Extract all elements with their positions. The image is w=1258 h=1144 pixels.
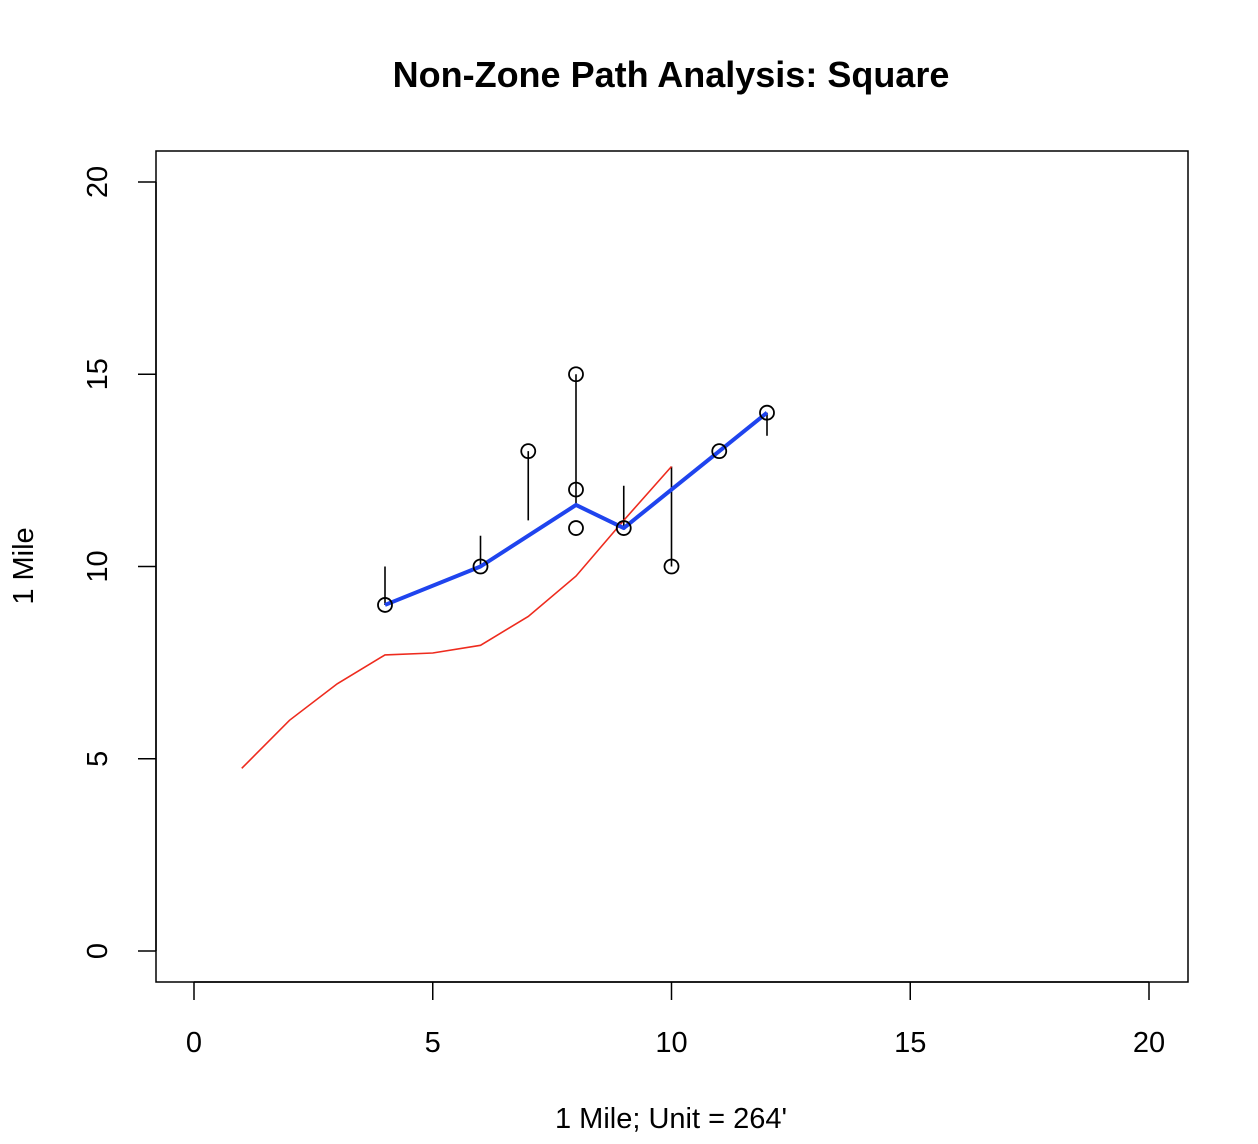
x-tick-label: 0 — [186, 1027, 202, 1059]
data-point — [711, 443, 728, 460]
data-point — [377, 597, 393, 613]
residual-segments — [384, 374, 768, 605]
y-tick-label: 0 — [82, 943, 114, 959]
chart-title: Non-Zone Path Analysis: Square — [393, 54, 950, 95]
x-tick-label: 20 — [1133, 1027, 1165, 1059]
data-point — [568, 366, 584, 383]
y-tick-label: 20 — [82, 166, 114, 198]
data-point — [568, 520, 584, 536]
x-axis: 0 5 10 15 20 — [186, 981, 1165, 1059]
data-point — [520, 443, 537, 460]
y-axis-label: 1 Mile — [8, 527, 40, 604]
series-lines — [241, 411, 769, 769]
y-tick-label: 5 — [82, 751, 114, 767]
data-points — [377, 366, 775, 613]
x-tick-label: 15 — [894, 1027, 926, 1059]
y-tick-label: 10 — [82, 550, 114, 582]
data-point — [568, 481, 584, 498]
data-point — [759, 404, 775, 421]
x-tick-label: 5 — [425, 1027, 441, 1059]
x-axis-label: 1 Mile; Unit = 264' — [555, 1103, 787, 1135]
y-axis: 0 5 10 15 20 — [82, 166, 157, 959]
x-tick-label: 10 — [655, 1027, 687, 1059]
series-line-fitted-path — [384, 411, 769, 607]
y-tick-label: 15 — [82, 358, 114, 390]
data-point — [663, 558, 680, 575]
data-point — [472, 558, 489, 575]
series-line-reference-path — [241, 465, 673, 769]
data-point — [615, 520, 632, 536]
